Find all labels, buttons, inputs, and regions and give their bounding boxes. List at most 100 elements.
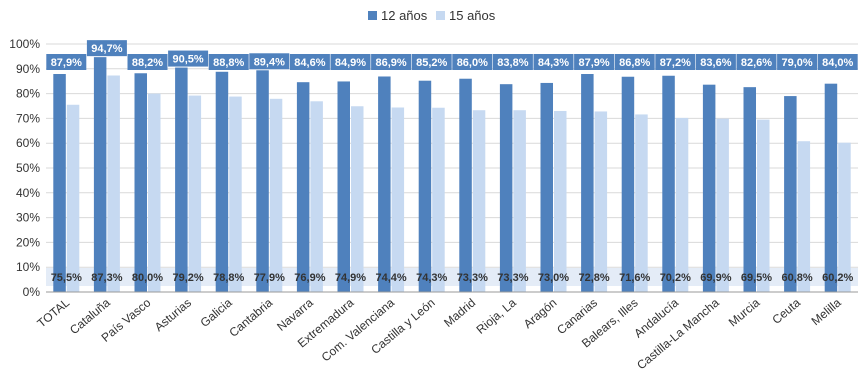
data-label-15-anos: 73,3% xyxy=(497,272,528,284)
legend-label-15: 15 años xyxy=(449,8,496,23)
bar-12-anos xyxy=(256,70,269,293)
legend-label-12: 12 años xyxy=(381,8,428,23)
data-label-12-anos: 84,0% xyxy=(822,57,853,69)
data-label-12-anos: 82,6% xyxy=(741,57,772,69)
x-category-label: Ceuta xyxy=(769,295,803,327)
bar-15-anos xyxy=(716,118,729,292)
data-label-box xyxy=(777,54,818,70)
bar-12-anos xyxy=(743,87,756,292)
data-label-12-anos: 84,3% xyxy=(538,57,569,69)
y-tick-label: 50% xyxy=(16,161,40,175)
data-label-box xyxy=(574,54,615,70)
data-label-box xyxy=(452,54,493,70)
data-label-15-anos: 69,5% xyxy=(741,272,772,284)
x-category-label: Cantabria xyxy=(226,295,275,339)
data-label-12-anos: 83,6% xyxy=(700,57,731,69)
bars: 87,9% 75,5% 94,7% 87,3% 88,2% 80,0% 90,5% 79,2%… xyxy=(46,40,858,293)
legend-swatch-12 xyxy=(368,11,377,20)
data-label-box xyxy=(371,54,412,70)
data-label-15-anos: 73,3% xyxy=(457,272,488,284)
data-label-box xyxy=(614,54,655,70)
data-label-15-anos: 79,2% xyxy=(172,272,203,284)
data-label-15-anos: 74,4% xyxy=(375,272,406,284)
bar-15-anos xyxy=(513,110,526,292)
data-label-12-anos: 84,9% xyxy=(335,57,366,69)
data-label-12-anos: 88,2% xyxy=(132,57,163,69)
y-axis-ticks: 0% 10% 20% 30% 40% 50% 60% 70% 80% 90% 100% xyxy=(9,37,40,299)
grid xyxy=(46,43,858,286)
x-category-label: Melilla xyxy=(809,295,844,328)
bar-12-anos xyxy=(702,84,716,292)
data-label-12-anos: 85,2% xyxy=(416,57,447,69)
bar-15-anos xyxy=(310,101,323,293)
bar-12-anos xyxy=(662,75,675,292)
bar-12-anos xyxy=(581,74,594,293)
y-tick-label: 100% xyxy=(9,37,40,51)
bar-12-anos xyxy=(378,76,391,292)
bar-12-anos xyxy=(459,78,472,292)
data-label-12-anos: 90,5% xyxy=(172,54,203,66)
data-label-15-anos: 69,9% xyxy=(700,272,731,284)
data-label-box xyxy=(492,54,533,70)
data-label-15-anos: 72,8% xyxy=(578,272,609,284)
data-label-box xyxy=(249,53,290,70)
bar-15-anos xyxy=(391,107,405,292)
bar-12-anos xyxy=(540,82,553,292)
bar-15-anos xyxy=(432,107,445,293)
bar-15-anos xyxy=(797,141,811,292)
y-tick-label: 10% xyxy=(16,260,40,274)
data-label-box xyxy=(695,54,736,70)
bar-15-anos xyxy=(148,93,161,292)
legend: 12 años 15 años xyxy=(368,8,496,23)
data-label-box xyxy=(736,54,777,70)
y-tick-label: 30% xyxy=(16,211,40,225)
bar-15-anos xyxy=(188,95,202,292)
bar-12-anos xyxy=(296,82,310,292)
bar-12-anos xyxy=(499,84,513,293)
data-label-12-anos: 88,8% xyxy=(213,57,244,69)
x-category-label: Rioja, La xyxy=(474,295,520,336)
data-label-box xyxy=(168,50,209,67)
data-label-15-anos: 71,6% xyxy=(619,272,650,284)
data-label-box xyxy=(655,54,696,70)
legend-swatch-15 xyxy=(436,11,445,20)
data-label-box xyxy=(208,54,249,70)
data-label-12-anos: 87,9% xyxy=(51,57,82,69)
data-label-15-anos: 60,2% xyxy=(822,272,853,284)
bar-15-anos xyxy=(107,75,120,292)
bar-12-anos xyxy=(621,76,635,293)
bar-12-anos xyxy=(418,80,432,292)
y-tick-label: 70% xyxy=(16,111,40,125)
bar-12-anos xyxy=(134,73,147,292)
data-label-15-anos: 78,8% xyxy=(213,272,244,284)
data-label-15-anos: 74,3% xyxy=(416,272,447,284)
data-label-box xyxy=(289,54,330,70)
bar-15-anos xyxy=(838,142,851,292)
data-label-12-anos: 89,4% xyxy=(254,56,285,68)
data-label-15-anos: 74,9% xyxy=(335,272,366,284)
bar-15-anos xyxy=(757,119,770,292)
data-label-box xyxy=(817,54,858,70)
x-category-label: Asturias xyxy=(152,296,194,335)
y-tick-label: 60% xyxy=(16,136,40,150)
y-tick-label: 40% xyxy=(16,186,40,200)
x-category-label: Murcia xyxy=(726,295,763,329)
bar-15-anos xyxy=(635,114,648,292)
y-tick-label: 20% xyxy=(16,235,40,249)
bar-12-anos xyxy=(93,57,107,293)
data-label-15-anos: 70,2% xyxy=(660,272,691,284)
data-label-12-anos: 84,6% xyxy=(294,57,325,69)
x-category-label: Galicia xyxy=(198,295,235,330)
bar-12-anos xyxy=(215,71,229,292)
bar-15-anos xyxy=(594,111,608,293)
data-label-15-anos: 76,9% xyxy=(294,272,325,284)
y-tick-label: 90% xyxy=(16,62,40,76)
bottom-label-band xyxy=(46,268,858,286)
bar-12-anos xyxy=(824,83,838,293)
x-category-label: TOTAL xyxy=(34,295,72,330)
data-label-15-anos: 73,0% xyxy=(538,272,569,284)
data-label-12-anos: 86,8% xyxy=(619,57,650,69)
y-tick-label: 0% xyxy=(23,285,41,299)
bar-15-anos xyxy=(472,110,486,292)
